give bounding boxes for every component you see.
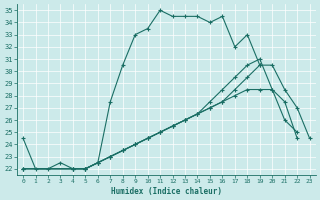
X-axis label: Humidex (Indice chaleur): Humidex (Indice chaleur) bbox=[111, 187, 222, 196]
